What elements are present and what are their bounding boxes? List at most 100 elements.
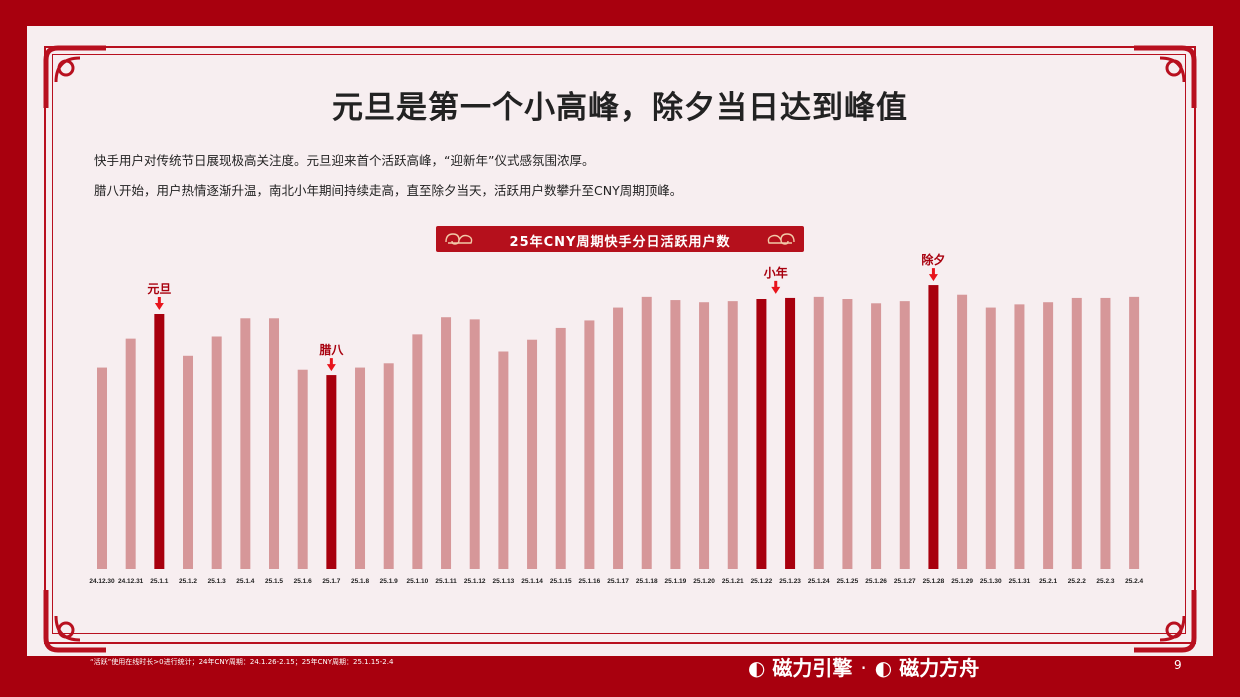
- x-tick-label: 25.1.5: [265, 578, 283, 585]
- x-tick-label: 25.1.21: [722, 578, 744, 585]
- x-tick-label: 25.1.10: [407, 578, 429, 585]
- decorative-frame-inner: [52, 54, 1186, 634]
- bar: [326, 375, 337, 569]
- bar: [498, 351, 509, 569]
- description-line: 快手用户对传统节日展现极高关注度。元旦迎来首个活跃高峰，“迎新年”仪式感氛围浓厚…: [94, 153, 595, 168]
- bar: [584, 320, 595, 569]
- x-tick-label: 25.2.2: [1068, 578, 1086, 585]
- bar: [97, 367, 107, 569]
- x-tick-label: 25.1.11: [435, 578, 457, 585]
- bar: [899, 301, 910, 569]
- footnote: “活跃”使用在线时长>0进行统计；24年CNY周期：24.1.26-2.15；2…: [90, 658, 394, 666]
- bar: [813, 296, 824, 569]
- x-tick-label: 25.1.15: [550, 578, 572, 585]
- x-tick-label: 25.1.17: [607, 578, 629, 585]
- bar: [871, 303, 882, 569]
- bar: [985, 307, 996, 569]
- bar: [1014, 304, 1025, 569]
- bar: [240, 318, 251, 569]
- x-tick-label: 25.1.1: [150, 578, 168, 585]
- up-arrow-icon: [326, 358, 336, 372]
- corner-ornament-icon: [43, 590, 106, 653]
- x-tick-label: 25.1.2: [179, 578, 197, 585]
- bar: [469, 319, 480, 569]
- x-tick-label: 24.12.30: [89, 578, 115, 585]
- x-tick-label: 25.1.12: [464, 578, 486, 585]
- bar: [441, 317, 452, 569]
- chart-title-banner: 25年CNY周期快手分日活跃用户数: [436, 226, 804, 252]
- bar: [613, 307, 624, 569]
- cloud-ornament-icon: [445, 233, 473, 245]
- x-tick-label: 25.1.13: [493, 578, 515, 585]
- bar: [1129, 296, 1140, 569]
- chart-title: 25年CNY周期快手分日活跃用户数: [509, 235, 731, 250]
- bar: [957, 294, 968, 569]
- up-arrow-icon: [928, 268, 938, 282]
- x-tick-label: 25.1.29: [951, 578, 973, 585]
- x-tick-label: 25.1.20: [693, 578, 715, 585]
- x-tick-label: 25.1.19: [665, 578, 687, 585]
- bar: [383, 363, 394, 569]
- x-tick-label: 25.1.23: [779, 578, 801, 585]
- x-tick-label: 25.1.18: [636, 578, 658, 585]
- bar: [269, 318, 280, 569]
- x-tick-label: 25.1.7: [322, 578, 340, 585]
- cloud-ornament-icon: [767, 233, 795, 245]
- x-tick-label: 25.2.4: [1125, 578, 1143, 585]
- x-tick-label: 24.12.31: [118, 578, 144, 585]
- brand-logo: ◐ 磁力引擎 · ◐ 磁力方舟: [748, 652, 979, 681]
- corner-ornament-icon: [1134, 590, 1197, 653]
- x-tick-label: 25.1.16: [579, 578, 601, 585]
- up-arrow-icon: [771, 280, 781, 294]
- bar: [412, 334, 423, 569]
- annotation-label: 元旦: [147, 282, 171, 296]
- x-tick-label: 25.1.9: [380, 578, 398, 585]
- annotation-label: 除夕: [921, 252, 945, 267]
- x-tick-label: 25.1.6: [294, 578, 312, 585]
- corner-ornament-icon: [1134, 45, 1197, 108]
- decorative-frame-outer: [44, 46, 1196, 644]
- bar: [125, 338, 136, 569]
- bar: [1071, 297, 1082, 569]
- corner-ornament-icon: [43, 45, 106, 108]
- bar: [699, 302, 710, 569]
- c-mark-icon: ◐: [748, 656, 766, 680]
- c-mark-icon: ◐: [874, 656, 893, 680]
- bar: [928, 285, 939, 569]
- bar: [527, 339, 538, 569]
- annotation-label: 小年: [764, 265, 788, 280]
- description-line: 腊八开始，用户热情逐渐升温，南北小年期间持续走高，直至除夕当天，活跃用户数攀升至…: [94, 183, 683, 198]
- brand-separator: ·: [860, 656, 867, 680]
- bar: [297, 369, 308, 569]
- x-tick-label: 25.1.30: [980, 578, 1002, 585]
- bar: [756, 299, 767, 569]
- x-tick-label: 25.2.1: [1039, 578, 1057, 585]
- annotation-label: 腊八: [319, 342, 344, 357]
- x-tick-label: 25.1.8: [351, 578, 369, 585]
- up-arrow-icon: [154, 297, 164, 310]
- bar: [842, 299, 853, 569]
- x-tick-label: 25.1.14: [521, 578, 543, 585]
- bar: [785, 297, 796, 569]
- bar: [183, 355, 194, 569]
- bar: [1100, 297, 1111, 569]
- bar: [1043, 302, 1054, 569]
- x-tick-label: 25.1.4: [236, 578, 254, 585]
- bar: [555, 327, 566, 569]
- brand-name: 磁力引擎: [772, 656, 853, 680]
- x-tick-label: 25.1.26: [865, 578, 887, 585]
- x-tick-label: 25.1.27: [894, 578, 916, 585]
- page-title: 元旦是第一个小高峰，除夕当日达到峰值: [332, 90, 908, 126]
- brand-name: 磁力方舟: [899, 656, 980, 680]
- x-tick-label: 25.2.3: [1096, 578, 1114, 585]
- x-tick-label: 25.1.24: [808, 578, 830, 585]
- bar: [670, 300, 681, 569]
- x-tick-label: 25.1.28: [923, 578, 945, 585]
- bar: [641, 296, 652, 569]
- bar: [355, 367, 366, 569]
- bar: [727, 301, 738, 569]
- x-tick-label: 25.1.22: [751, 578, 773, 585]
- x-tick-label: 25.1.3: [208, 578, 226, 585]
- page-number: 9: [1174, 658, 1182, 672]
